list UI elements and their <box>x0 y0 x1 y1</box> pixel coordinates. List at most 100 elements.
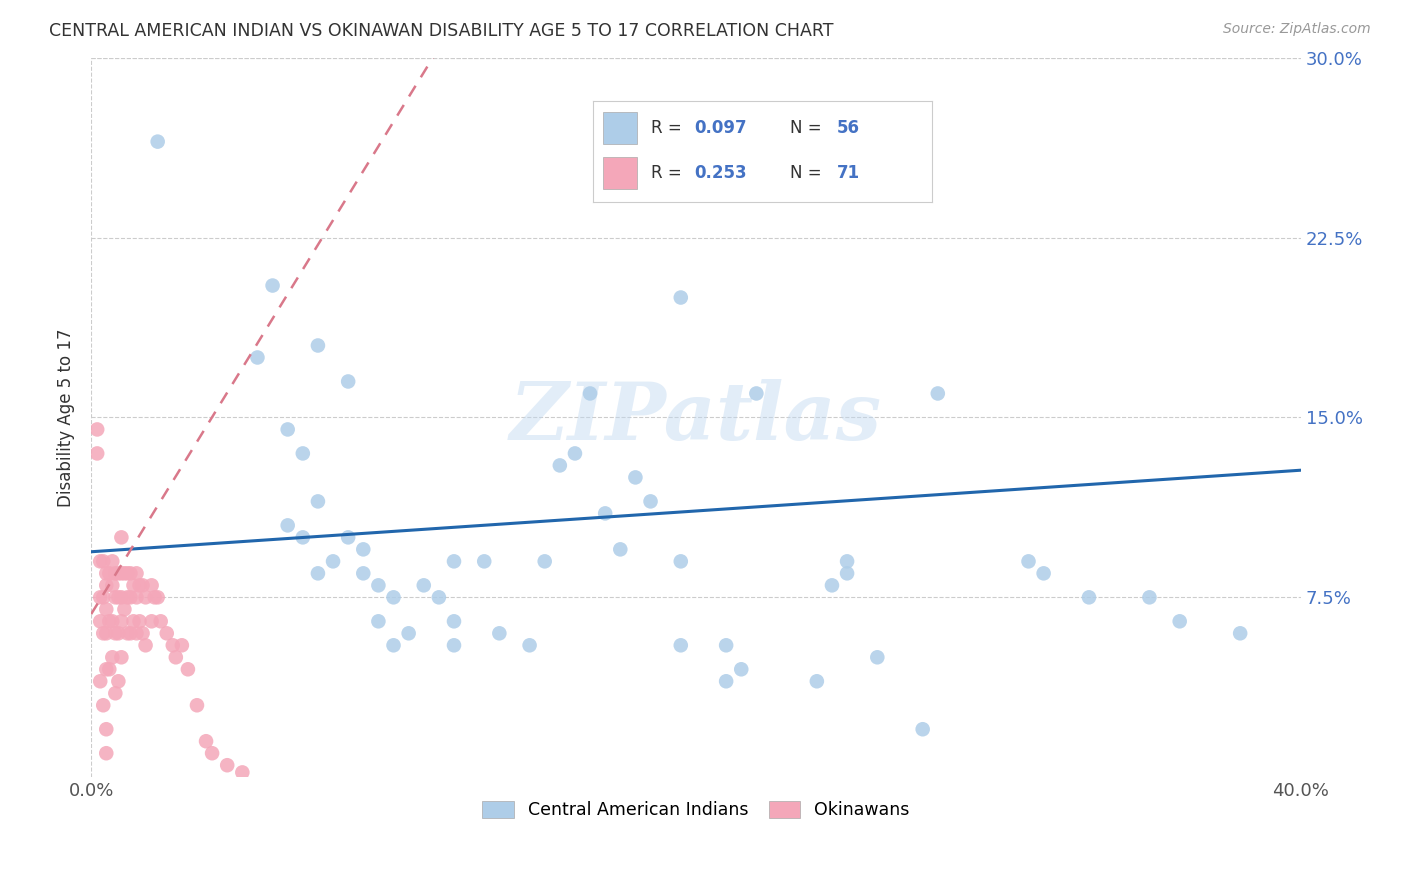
Point <box>122 615 145 629</box>
Point <box>564 446 586 460</box>
Point <box>443 615 465 629</box>
Point <box>125 566 148 581</box>
Point <box>291 530 314 544</box>
Point <box>96 662 118 676</box>
Point <box>91 554 114 568</box>
Point <box>110 566 132 581</box>
Point <box>548 458 571 473</box>
Point <box>162 638 184 652</box>
Point <box>262 278 284 293</box>
Point <box>1229 626 1251 640</box>
Point <box>835 554 858 568</box>
Point <box>186 698 208 713</box>
Point <box>640 494 662 508</box>
Point <box>101 650 124 665</box>
Point <box>927 386 949 401</box>
Point <box>1078 591 1101 605</box>
Point <box>91 698 114 713</box>
Point <box>170 638 193 652</box>
Point <box>110 591 132 605</box>
Point <box>412 578 434 592</box>
Point <box>91 626 114 640</box>
Point <box>110 530 132 544</box>
Point <box>217 758 239 772</box>
Point <box>337 375 360 389</box>
Point <box>146 135 169 149</box>
Legend: Central American Indians, Okinawans: Central American Indians, Okinawans <box>475 794 917 826</box>
Point <box>714 638 737 652</box>
Point <box>141 615 163 629</box>
Point <box>107 626 129 640</box>
Point <box>91 591 114 605</box>
Point <box>367 578 389 592</box>
Point <box>135 591 157 605</box>
Point <box>117 591 139 605</box>
Point <box>1032 566 1054 581</box>
Point <box>101 615 124 629</box>
Point <box>104 566 127 581</box>
Point <box>806 674 828 689</box>
Point <box>96 566 118 581</box>
Point <box>120 626 142 640</box>
Point <box>96 626 118 640</box>
Point <box>231 765 253 780</box>
Point <box>141 578 163 592</box>
Point <box>98 615 121 629</box>
Point <box>246 351 269 365</box>
Point <box>156 626 179 640</box>
Point <box>307 566 329 581</box>
Point <box>1018 554 1040 568</box>
Point <box>117 566 139 581</box>
Point <box>195 734 218 748</box>
Point <box>367 615 389 629</box>
Point <box>911 723 934 737</box>
Point <box>86 422 108 436</box>
Point <box>835 566 858 581</box>
Point <box>96 578 118 592</box>
Point <box>443 638 465 652</box>
Point <box>107 674 129 689</box>
Text: CENTRAL AMERICAN INDIAN VS OKINAWAN DISABILITY AGE 5 TO 17 CORRELATION CHART: CENTRAL AMERICAN INDIAN VS OKINAWAN DISA… <box>49 22 834 40</box>
Point <box>104 626 127 640</box>
Point <box>519 638 541 652</box>
Point <box>110 650 132 665</box>
Point <box>821 578 844 592</box>
Point <box>472 554 495 568</box>
Point <box>146 591 169 605</box>
Point <box>165 650 187 665</box>
Point <box>122 578 145 592</box>
Text: ZIPatlas: ZIPatlas <box>510 379 882 456</box>
Point <box>101 578 124 592</box>
Point <box>96 602 118 616</box>
Point <box>89 674 111 689</box>
Point <box>382 591 405 605</box>
Point <box>201 746 224 760</box>
Point <box>291 446 314 460</box>
Point <box>89 554 111 568</box>
Point <box>382 638 405 652</box>
Point <box>96 746 118 760</box>
Point <box>352 542 374 557</box>
Point <box>98 566 121 581</box>
Point <box>609 542 631 557</box>
Point <box>352 566 374 581</box>
Point <box>104 686 127 700</box>
Point <box>669 638 692 652</box>
Point <box>579 386 602 401</box>
Point <box>110 615 132 629</box>
Point <box>624 470 647 484</box>
Point <box>135 638 157 652</box>
Point <box>96 723 118 737</box>
Point <box>730 662 752 676</box>
Point <box>337 530 360 544</box>
Point <box>107 566 129 581</box>
Point <box>307 494 329 508</box>
Point <box>128 578 150 592</box>
Point <box>143 591 166 605</box>
Point <box>125 626 148 640</box>
Point <box>101 554 124 568</box>
Point <box>1168 615 1191 629</box>
Point <box>443 554 465 568</box>
Point <box>277 422 299 436</box>
Point <box>98 662 121 676</box>
